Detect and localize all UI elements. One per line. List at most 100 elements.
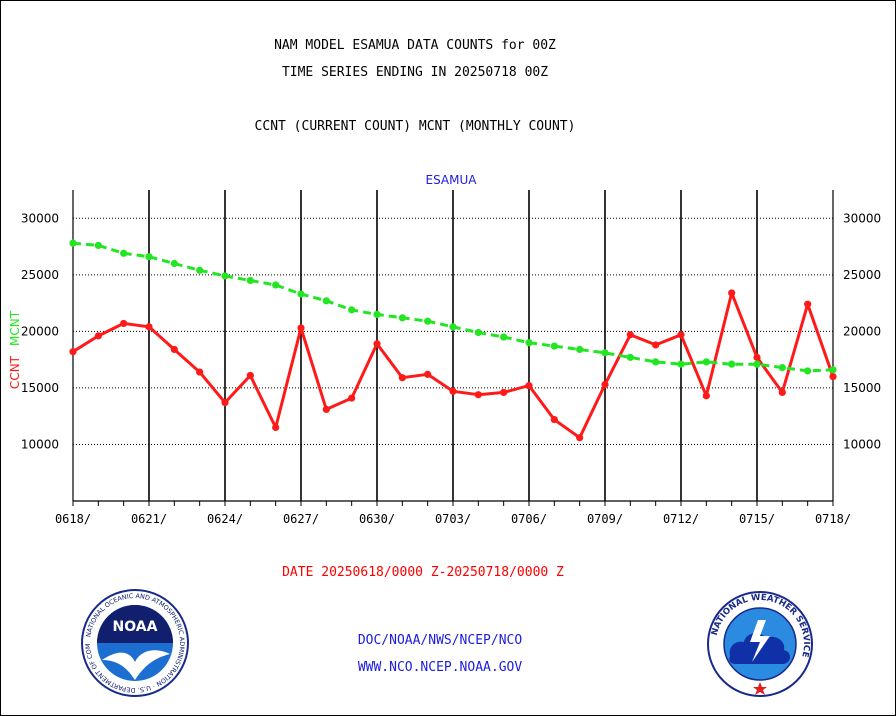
data-point-ccnt (449, 387, 457, 395)
y-tick-label-left: 30000 (21, 211, 59, 225)
data-point-ccnt (373, 340, 381, 348)
y-axis-label-text: CCNT MCNT (8, 310, 22, 389)
data-point-ccnt (94, 332, 102, 340)
x-tick-label: 0627/ (283, 512, 319, 526)
data-point-ccnt (398, 374, 406, 382)
x-tick-label: 0703/ (435, 512, 471, 526)
data-point-mcnt (525, 339, 533, 347)
data-point-ccnt (272, 423, 280, 432)
data-point-ccnt (778, 388, 786, 397)
data-point-mcnt (550, 342, 558, 350)
data-point-mcnt (348, 306, 356, 314)
data-point-mcnt (196, 266, 204, 274)
data-point-ccnt (246, 371, 254, 380)
x-tick-label: 0706/ (511, 512, 547, 526)
data-point-mcnt (804, 367, 812, 375)
y-tick-label-left: 25000 (21, 268, 59, 282)
data-point-mcnt (652, 358, 660, 366)
data-point-ccnt (145, 323, 153, 331)
series-layer (69, 239, 837, 442)
nws-logo: NATIONAL WEATHER SERVICE (707, 591, 813, 697)
data-point-mcnt (500, 333, 508, 341)
data-point-ccnt (170, 345, 178, 354)
axes (72, 190, 834, 506)
data-point-ccnt (120, 319, 128, 328)
data-point-ccnt (424, 370, 432, 378)
y-tick-label-left: 10000 (21, 437, 59, 451)
data-point-ccnt (677, 331, 685, 339)
data-point-ccnt (525, 382, 533, 390)
org-path-label: DOC/NOAA/NWS/NCEP/NCO (357, 633, 523, 648)
data-point-ccnt (69, 348, 77, 356)
data-point-ccnt (702, 392, 710, 400)
data-point-ccnt (576, 434, 584, 442)
data-point-mcnt (272, 281, 280, 289)
y-tick-label-right: 20000 (843, 324, 881, 338)
data-point-ccnt (297, 324, 305, 332)
data-point-mcnt (69, 239, 77, 247)
x-tick-label: 0624/ (207, 512, 243, 526)
chart-station-title: ESAMUA (426, 173, 478, 187)
data-point-ccnt (652, 341, 660, 349)
data-point-mcnt (778, 363, 786, 372)
data-point-mcnt (94, 241, 102, 250)
y-tick-label-right: 25000 (843, 268, 881, 282)
data-point-mcnt (576, 345, 584, 354)
data-point-mcnt (449, 323, 457, 331)
y-tick-label-right: 30000 (843, 211, 881, 225)
data-point-mcnt (170, 259, 178, 268)
data-point-mcnt (753, 360, 761, 368)
data-point-mcnt (297, 290, 305, 298)
chart-title-model: NAM MODEL ESAMUA DATA COUNTS for 00Z (274, 38, 556, 53)
y-axis-label: CCNT MCNT (8, 310, 22, 389)
svg-text:NOAA: NOAA (113, 619, 158, 635)
data-point-mcnt (221, 272, 229, 280)
data-point-ccnt (728, 289, 736, 297)
data-point-mcnt (246, 276, 254, 285)
y-tick-label-left: 20000 (21, 324, 59, 338)
data-point-mcnt (702, 358, 710, 366)
y-axis-label-ccnt: CCNT (8, 355, 22, 389)
tick-labels: 10000 10000 15000 15000 20000 20000 25000 25000… (21, 211, 881, 526)
y-tick-label-right: 10000 (843, 437, 881, 451)
x-tick-label: 0630/ (359, 512, 395, 526)
data-point-ccnt (196, 368, 204, 376)
y-tick-label-left: 15000 (21, 381, 59, 395)
x-tick-label: 0715/ (739, 512, 775, 526)
data-point-ccnt (753, 353, 761, 361)
data-point-ccnt (829, 373, 837, 381)
data-point-ccnt (804, 300, 812, 308)
data-point-mcnt (120, 249, 128, 257)
x-tick-label: 0618/ (55, 512, 91, 526)
data-point-ccnt (626, 331, 634, 339)
y-tick-label-right: 15000 (843, 381, 881, 395)
data-point-mcnt (424, 317, 432, 325)
data-point-mcnt (601, 349, 609, 357)
website-label: WWW.NCO.NCEP.NOAA.GOV (357, 660, 523, 675)
y-axis-label-mcnt: MCNT (8, 310, 22, 346)
data-point-mcnt (145, 253, 153, 261)
x-tick-label: 0621/ (131, 512, 167, 526)
chart-title-series-end: TIME SERIES ENDING IN 20250718 00Z (281, 65, 549, 80)
x-tick-label: 0718/ (815, 512, 851, 526)
data-point-mcnt (677, 360, 685, 368)
data-point-mcnt (398, 314, 406, 322)
data-point-ccnt (474, 391, 482, 399)
x-tick-label: 0709/ (587, 512, 623, 526)
data-point-mcnt (829, 366, 837, 374)
data-point-mcnt (474, 328, 482, 337)
data-point-ccnt (601, 380, 609, 389)
data-point-mcnt (322, 297, 330, 305)
data-point-mcnt (373, 310, 381, 318)
data-point-mcnt (728, 360, 736, 368)
data-point-mcnt (626, 353, 634, 361)
chart-title-legend-text: CCNT (CURRENT COUNT) MCNT (MONTHLY COUNT… (254, 119, 576, 134)
grid-lines (73, 190, 833, 501)
data-point-ccnt (500, 388, 508, 397)
x-tick-label: 0712/ (663, 512, 699, 526)
data-point-ccnt (322, 405, 330, 413)
data-point-ccnt (221, 399, 229, 407)
date-range-label: DATE 20250618/0000 Z-20250718/0000 Z (282, 565, 564, 580)
data-point-ccnt (550, 415, 558, 424)
